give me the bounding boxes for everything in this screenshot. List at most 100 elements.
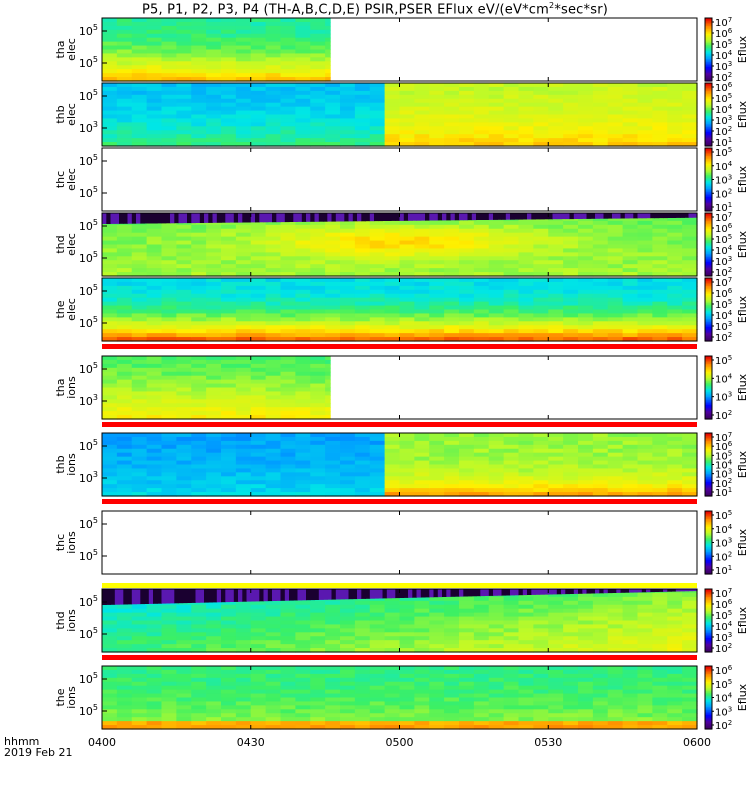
panel-label-species: elec xyxy=(65,38,78,61)
status-band-red xyxy=(102,422,697,427)
status-band-red xyxy=(102,499,697,504)
x-tick-label: 0430 xyxy=(236,736,265,749)
colorbar-label: Eflux xyxy=(736,35,749,63)
colorbar-tick-label: 105 xyxy=(715,38,732,51)
heatmap-cells xyxy=(102,356,331,420)
y-tick-label: 105 xyxy=(79,438,98,453)
colorbar-tick-label: 104 xyxy=(715,523,733,536)
colorbar-tick-label: 102 xyxy=(715,719,732,732)
panel-label-species: elec xyxy=(65,103,78,126)
time-axis-footer: hhmm 2019 Feb 21 xyxy=(4,736,72,758)
colorbar-tick-label: 106 xyxy=(715,664,733,677)
y-tick-label: 103 xyxy=(79,393,98,408)
x-tick-label: 0530 xyxy=(534,736,563,749)
colorbar-tick-label: 102 xyxy=(715,187,732,200)
colorbar-tick-label: 102 xyxy=(715,550,732,563)
y-tick-label: 105 xyxy=(79,218,98,233)
colorbar-tick-label: 103 xyxy=(715,391,732,404)
colorbar-tick-label: 106 xyxy=(715,287,733,300)
y-tick-label: 105 xyxy=(79,626,98,641)
colorbar-tick-label: 105 xyxy=(715,146,732,159)
colorbar-tick-label: 107 xyxy=(715,211,732,224)
colorbar-tick-label: 101 xyxy=(715,486,732,499)
panel-label-probe: thc xyxy=(54,534,67,551)
colorbar-tick-label: 106 xyxy=(715,222,733,235)
colorbar-tick-label: 105 xyxy=(715,678,732,691)
panel-label-probe: tha xyxy=(54,40,67,58)
colorbar-tick-label: 101 xyxy=(715,201,732,214)
title-superscript: 2 xyxy=(549,1,555,10)
y-tick-label: 105 xyxy=(79,283,98,298)
colorbar-tick-label: 102 xyxy=(715,125,732,138)
colorbar-tick-label: 105 xyxy=(715,298,732,311)
colorbar-label: Eflux xyxy=(736,450,749,478)
colorbar-label: Eflux xyxy=(736,606,749,634)
panel-label-probe: tha xyxy=(54,378,67,396)
panel-label-species: ions xyxy=(65,531,78,554)
panel-label-species: elec xyxy=(65,233,78,256)
panel-label-species: elec xyxy=(65,298,78,321)
title-prefix: P5, P1, P2, P3, P4 (TH-A,B,C,D,E) PSIR,P… xyxy=(141,2,550,18)
colorbar-label: Eflux xyxy=(736,295,749,323)
y-tick-label: 105 xyxy=(79,250,98,265)
colorbar-tick-label: 102 xyxy=(715,477,732,490)
colorbar-tick-label: 106 xyxy=(715,598,733,611)
y-tick-label: 105 xyxy=(79,185,98,200)
status-band-red xyxy=(102,344,697,349)
colorbar-tick-label: 104 xyxy=(715,103,733,116)
y-tick-label: 105 xyxy=(79,671,98,686)
colorbar-tick-label: 104 xyxy=(715,459,733,472)
colorbar-label: Eflux xyxy=(736,683,749,711)
panel-label-species: elec xyxy=(65,168,78,191)
colorbar-tick-label: 104 xyxy=(715,49,733,62)
colorbar-tick-label: 103 xyxy=(715,255,732,268)
colorbar-tick-label: 101 xyxy=(715,564,732,577)
colorbar-label: Eflux xyxy=(736,230,749,258)
heatmap-cells xyxy=(102,18,331,82)
high-energy-fringe xyxy=(102,213,698,224)
y-tick-label: 103 xyxy=(79,470,98,485)
chart-title: P5, P1, P2, P3, P4 (TH-A,B,C,D,E) PSIR,P… xyxy=(0,1,750,17)
panel-label-probe: the xyxy=(54,688,67,706)
time-units-label: hhmm xyxy=(4,735,40,748)
y-tick-label: 105 xyxy=(79,315,98,330)
panel-label-probe: the xyxy=(54,300,67,318)
y-tick-label: 105 xyxy=(79,703,98,718)
colorbar-tick-label: 102 xyxy=(715,409,732,422)
colorbar-tick-label: 105 xyxy=(715,233,732,246)
y-tick-label: 105 xyxy=(79,516,98,531)
y-tick-label: 105 xyxy=(79,548,98,563)
y-tick-label: 105 xyxy=(79,361,98,376)
colorbar-tick-label: 106 xyxy=(715,81,733,94)
panel-label-probe: thb xyxy=(54,455,67,473)
high-energy-fringe xyxy=(102,589,698,605)
colorbar-tick-label: 101 xyxy=(715,136,732,149)
colorbar-tick-label: 104 xyxy=(715,692,733,705)
colorbar-tick-label: 105 xyxy=(715,92,732,105)
panel-label-probe: thd xyxy=(54,611,67,629)
colorbar-tick-label: 104 xyxy=(715,160,733,173)
colorbar-tick-label: 105 xyxy=(715,609,732,622)
colorbar-tick-label: 104 xyxy=(715,244,733,257)
colorbar-tick-label: 107 xyxy=(715,587,732,600)
colorbar-tick-label: 103 xyxy=(715,468,732,481)
heatmap-cells xyxy=(102,83,698,147)
status-band-yellow xyxy=(102,583,697,588)
colorbar-tick-label: 104 xyxy=(715,620,733,633)
colorbar-tick-label: 105 xyxy=(715,449,732,462)
colorbar-tick-label: 107 xyxy=(715,431,732,444)
